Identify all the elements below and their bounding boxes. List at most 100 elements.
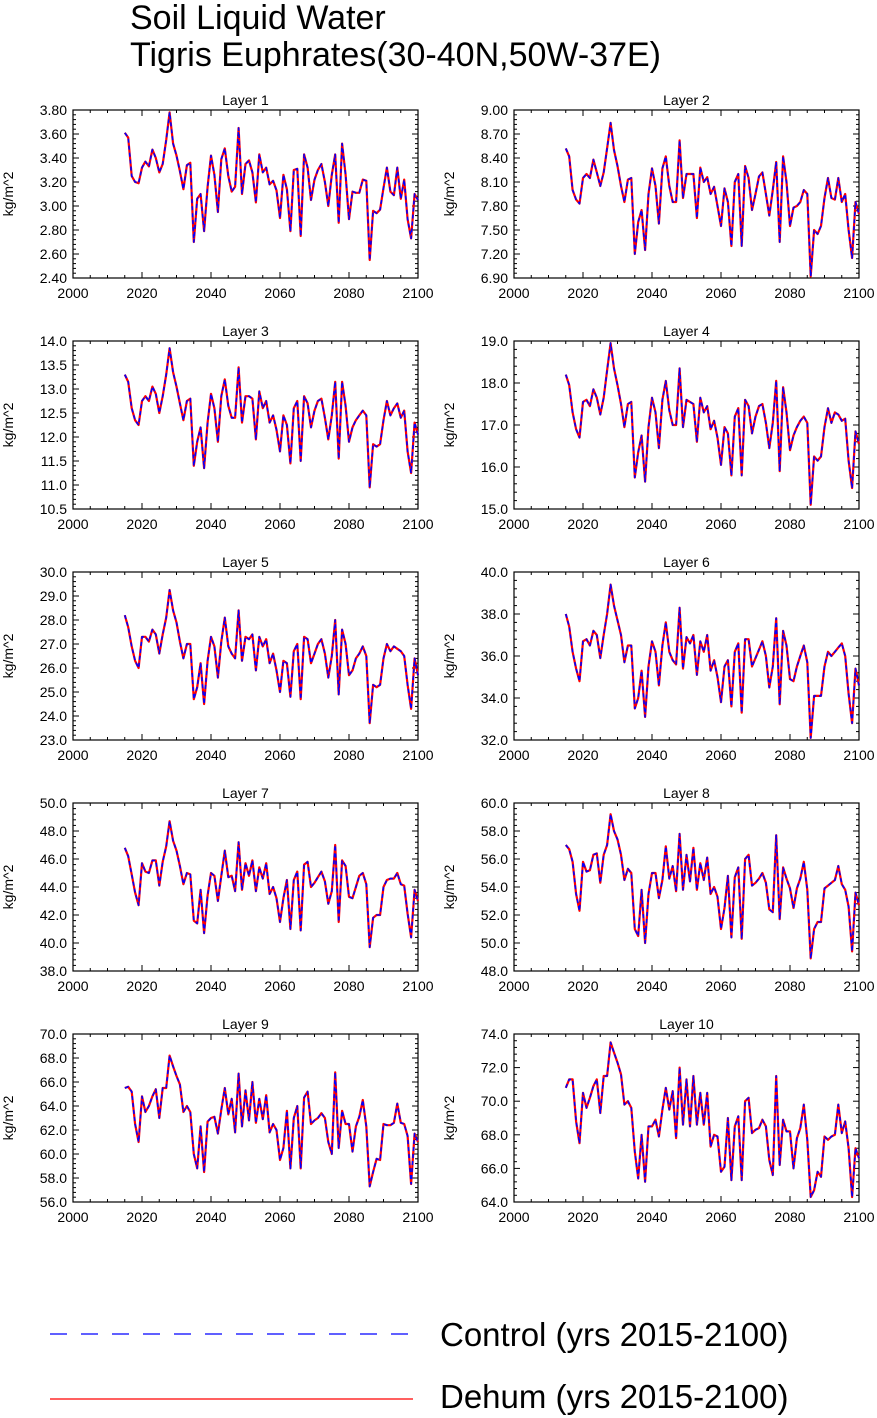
- x-tick-label: 2020: [567, 516, 598, 532]
- x-tick-label: 2060: [264, 516, 295, 532]
- chart-panels: Layer 1 2000 2020 2040 2060 2080 2100 2.40 2.60 2…: [0, 92, 875, 1225]
- x-tick-label: 2080: [333, 285, 364, 301]
- y-tick-label: 60.0: [40, 1146, 67, 1162]
- y-tick-label: 9.00: [481, 102, 508, 118]
- series-dehum-line: [564, 813, 861, 960]
- y-tick-label: 15.0: [481, 501, 508, 517]
- y-tick-label: 60.0: [481, 795, 508, 811]
- x-tick-label: 2040: [195, 285, 226, 301]
- y-tick-label: 70.0: [40, 1026, 67, 1042]
- y-tick-label: 66.0: [481, 1160, 508, 1176]
- panel-title: Layer 3: [222, 323, 269, 339]
- y-axis-label: kg/m^2: [441, 1095, 457, 1140]
- panel-7: Layer 7 2000 2020 2040 2060 2080 2100 38.0 40.0 4…: [0, 785, 434, 994]
- x-tick-label: 2000: [498, 747, 529, 763]
- x-tick-label: 2080: [333, 516, 364, 532]
- y-tick-label: 18.0: [481, 375, 508, 391]
- x-tick-label: 2040: [636, 978, 667, 994]
- y-tick-label: 38.0: [481, 606, 508, 622]
- y-tick-label: 2.60: [40, 246, 67, 262]
- plot-frame: [513, 1033, 860, 1203]
- y-tick-label: 3.80: [40, 102, 67, 118]
- x-tick-label: 2100: [402, 1209, 433, 1225]
- panel-10: Layer 10 2000 2020 2040 2060 2080 2100 64.0 66.0…: [441, 1016, 875, 1225]
- series-dehum-line: [564, 342, 861, 506]
- x-tick-label: 2100: [843, 516, 874, 532]
- x-tick-label: 2060: [705, 516, 736, 532]
- x-tick-label: 2080: [333, 1209, 364, 1225]
- panel-title: Layer 9: [222, 1016, 269, 1032]
- x-tick-label: 2020: [126, 285, 157, 301]
- series-control-line: [565, 122, 860, 278]
- panel-title: Layer 10: [659, 1016, 714, 1032]
- x-tick-label: 2060: [264, 747, 295, 763]
- y-tick-label: 36.0: [481, 648, 508, 664]
- y-axis-label: kg/m^2: [0, 633, 16, 678]
- x-tick-label: 2040: [195, 516, 226, 532]
- y-tick-label: 64.0: [481, 1194, 508, 1210]
- legend-control-label: Control (yrs 2015-2100): [440, 1316, 789, 1353]
- series-control-line: [565, 813, 860, 960]
- panel-1: Layer 1 2000 2020 2040 2060 2080 2100 2.40 2.60 2…: [0, 92, 434, 301]
- y-tick-label: 48.0: [481, 963, 508, 979]
- x-tick-label: 2020: [126, 516, 157, 532]
- x-tick-label: 2060: [264, 978, 295, 994]
- title-line-1: Soil Liquid Water: [130, 0, 386, 37]
- x-tick-label: 2060: [264, 1209, 295, 1225]
- y-tick-label: 16.0: [481, 459, 508, 475]
- y-tick-label: 11.0: [41, 477, 67, 493]
- y-tick-label: 12.5: [40, 405, 67, 421]
- x-tick-label: 2100: [843, 747, 874, 763]
- panel-title: Layer 4: [663, 323, 710, 339]
- x-tick-label: 2040: [636, 516, 667, 532]
- title-line-2: Tigris Euphrates(30-40N,50W-37E): [130, 36, 662, 74]
- y-tick-label: 19.0: [481, 333, 508, 349]
- series-dehum-line: [123, 820, 420, 949]
- x-tick-label: 2000: [498, 516, 529, 532]
- panel-title: Layer 1: [222, 92, 269, 108]
- x-tick-label: 2060: [705, 978, 736, 994]
- x-tick-label: 2100: [402, 516, 433, 532]
- x-tick-label: 2040: [636, 747, 667, 763]
- series-dehum-line: [564, 583, 861, 740]
- y-tick-label: 52.0: [481, 907, 508, 923]
- x-tick-label: 2000: [57, 978, 88, 994]
- y-axis-label: kg/m^2: [0, 1095, 16, 1140]
- x-tick-label: 2000: [498, 1209, 529, 1225]
- y-tick-label: 34.0: [481, 690, 508, 706]
- y-tick-label: 8.70: [481, 126, 508, 142]
- y-tick-label: 64.0: [40, 1098, 67, 1114]
- panel-title: Layer 6: [663, 554, 710, 570]
- panel-title: Layer 2: [663, 92, 710, 108]
- y-tick-label: 13.0: [40, 381, 67, 397]
- series-control-line: [124, 1054, 419, 1188]
- panel-title: Layer 5: [222, 554, 269, 570]
- y-tick-label: 3.00: [40, 198, 67, 214]
- x-tick-label: 2020: [126, 1209, 157, 1225]
- y-tick-label: 7.20: [481, 246, 508, 262]
- x-tick-label: 2100: [402, 978, 433, 994]
- x-tick-label: 2080: [774, 1209, 805, 1225]
- x-tick-label: 2100: [402, 747, 433, 763]
- x-tick-label: 2080: [774, 516, 805, 532]
- x-tick-label: 2040: [195, 978, 226, 994]
- x-tick-label: 2000: [57, 1209, 88, 1225]
- series-dehum-line: [564, 121, 861, 278]
- x-tick-label: 2060: [705, 1209, 736, 1225]
- x-tick-label: 2040: [636, 1209, 667, 1225]
- x-tick-label: 2020: [126, 747, 157, 763]
- panel-6: Layer 6 2000 2020 2040 2060 2080 2100 32.0 34.0 3…: [441, 554, 875, 763]
- series-control-line: [565, 1041, 860, 1198]
- y-tick-label: 66.0: [40, 1074, 67, 1090]
- y-tick-label: 17.0: [481, 417, 508, 433]
- panel-9: Layer 9 2000 2020 2040 2060 2080 2100 56.0 58.0 6…: [0, 1016, 434, 1225]
- y-tick-label: 50.0: [481, 935, 508, 951]
- y-tick-label: 56.0: [40, 1194, 67, 1210]
- y-tick-label: 7.80: [481, 198, 508, 214]
- panel-3: Layer 3 2000 2020 2040 2060 2080 2100 10.5 11.0 1…: [0, 323, 434, 532]
- y-tick-label: 44.0: [40, 879, 67, 895]
- y-axis-label: kg/m^2: [0, 402, 16, 447]
- x-tick-label: 2000: [57, 516, 88, 532]
- panel-2: Layer 2 2000 2020 2040 2060 2080 2100 6.90 7.20 7…: [441, 92, 875, 301]
- legend-dehum-line: [50, 1398, 413, 1400]
